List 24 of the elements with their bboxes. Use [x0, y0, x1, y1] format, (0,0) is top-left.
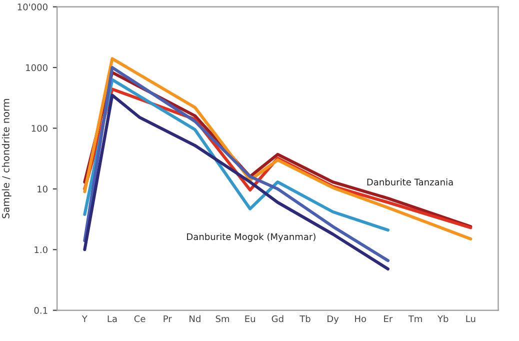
x-tick-label: Gd	[272, 315, 284, 322]
y-tick-label: 1000	[26, 64, 48, 72]
annotation: Danburite Tanzania	[367, 178, 453, 186]
x-tick-label: Yb	[437, 315, 448, 322]
annotation: Danburite Mogok (Myanmar)	[187, 233, 316, 242]
y-axis-title: Sample / chondrite norm	[2, 99, 12, 218]
y-tick-label: 10	[38, 186, 48, 192]
x-tick-label: Ho	[355, 315, 366, 322]
x-tick-label: Nd	[190, 315, 200, 322]
x-tick-label: Dy	[328, 315, 339, 324]
y-tick-label: 0.1	[34, 307, 48, 314]
x-tick-label: Er	[384, 315, 393, 322]
x-tick-label: Sm	[216, 315, 230, 322]
y-tick-label: 10'000	[18, 4, 48, 10]
x-tick-label: La	[108, 315, 117, 322]
x-tick-label: Y	[82, 315, 88, 322]
x-tick-label: Tb	[300, 315, 310, 322]
x-tick-label: Pr	[164, 315, 172, 322]
x-tick-label: Ce	[134, 315, 146, 322]
y-tick-label: 100	[32, 124, 48, 132]
x-tick-label: Lu	[466, 315, 476, 322]
x-tick-label: Tm	[408, 315, 422, 322]
y-tick-label: 1.0	[34, 246, 48, 254]
x-tick-label: Eu	[245, 315, 255, 322]
